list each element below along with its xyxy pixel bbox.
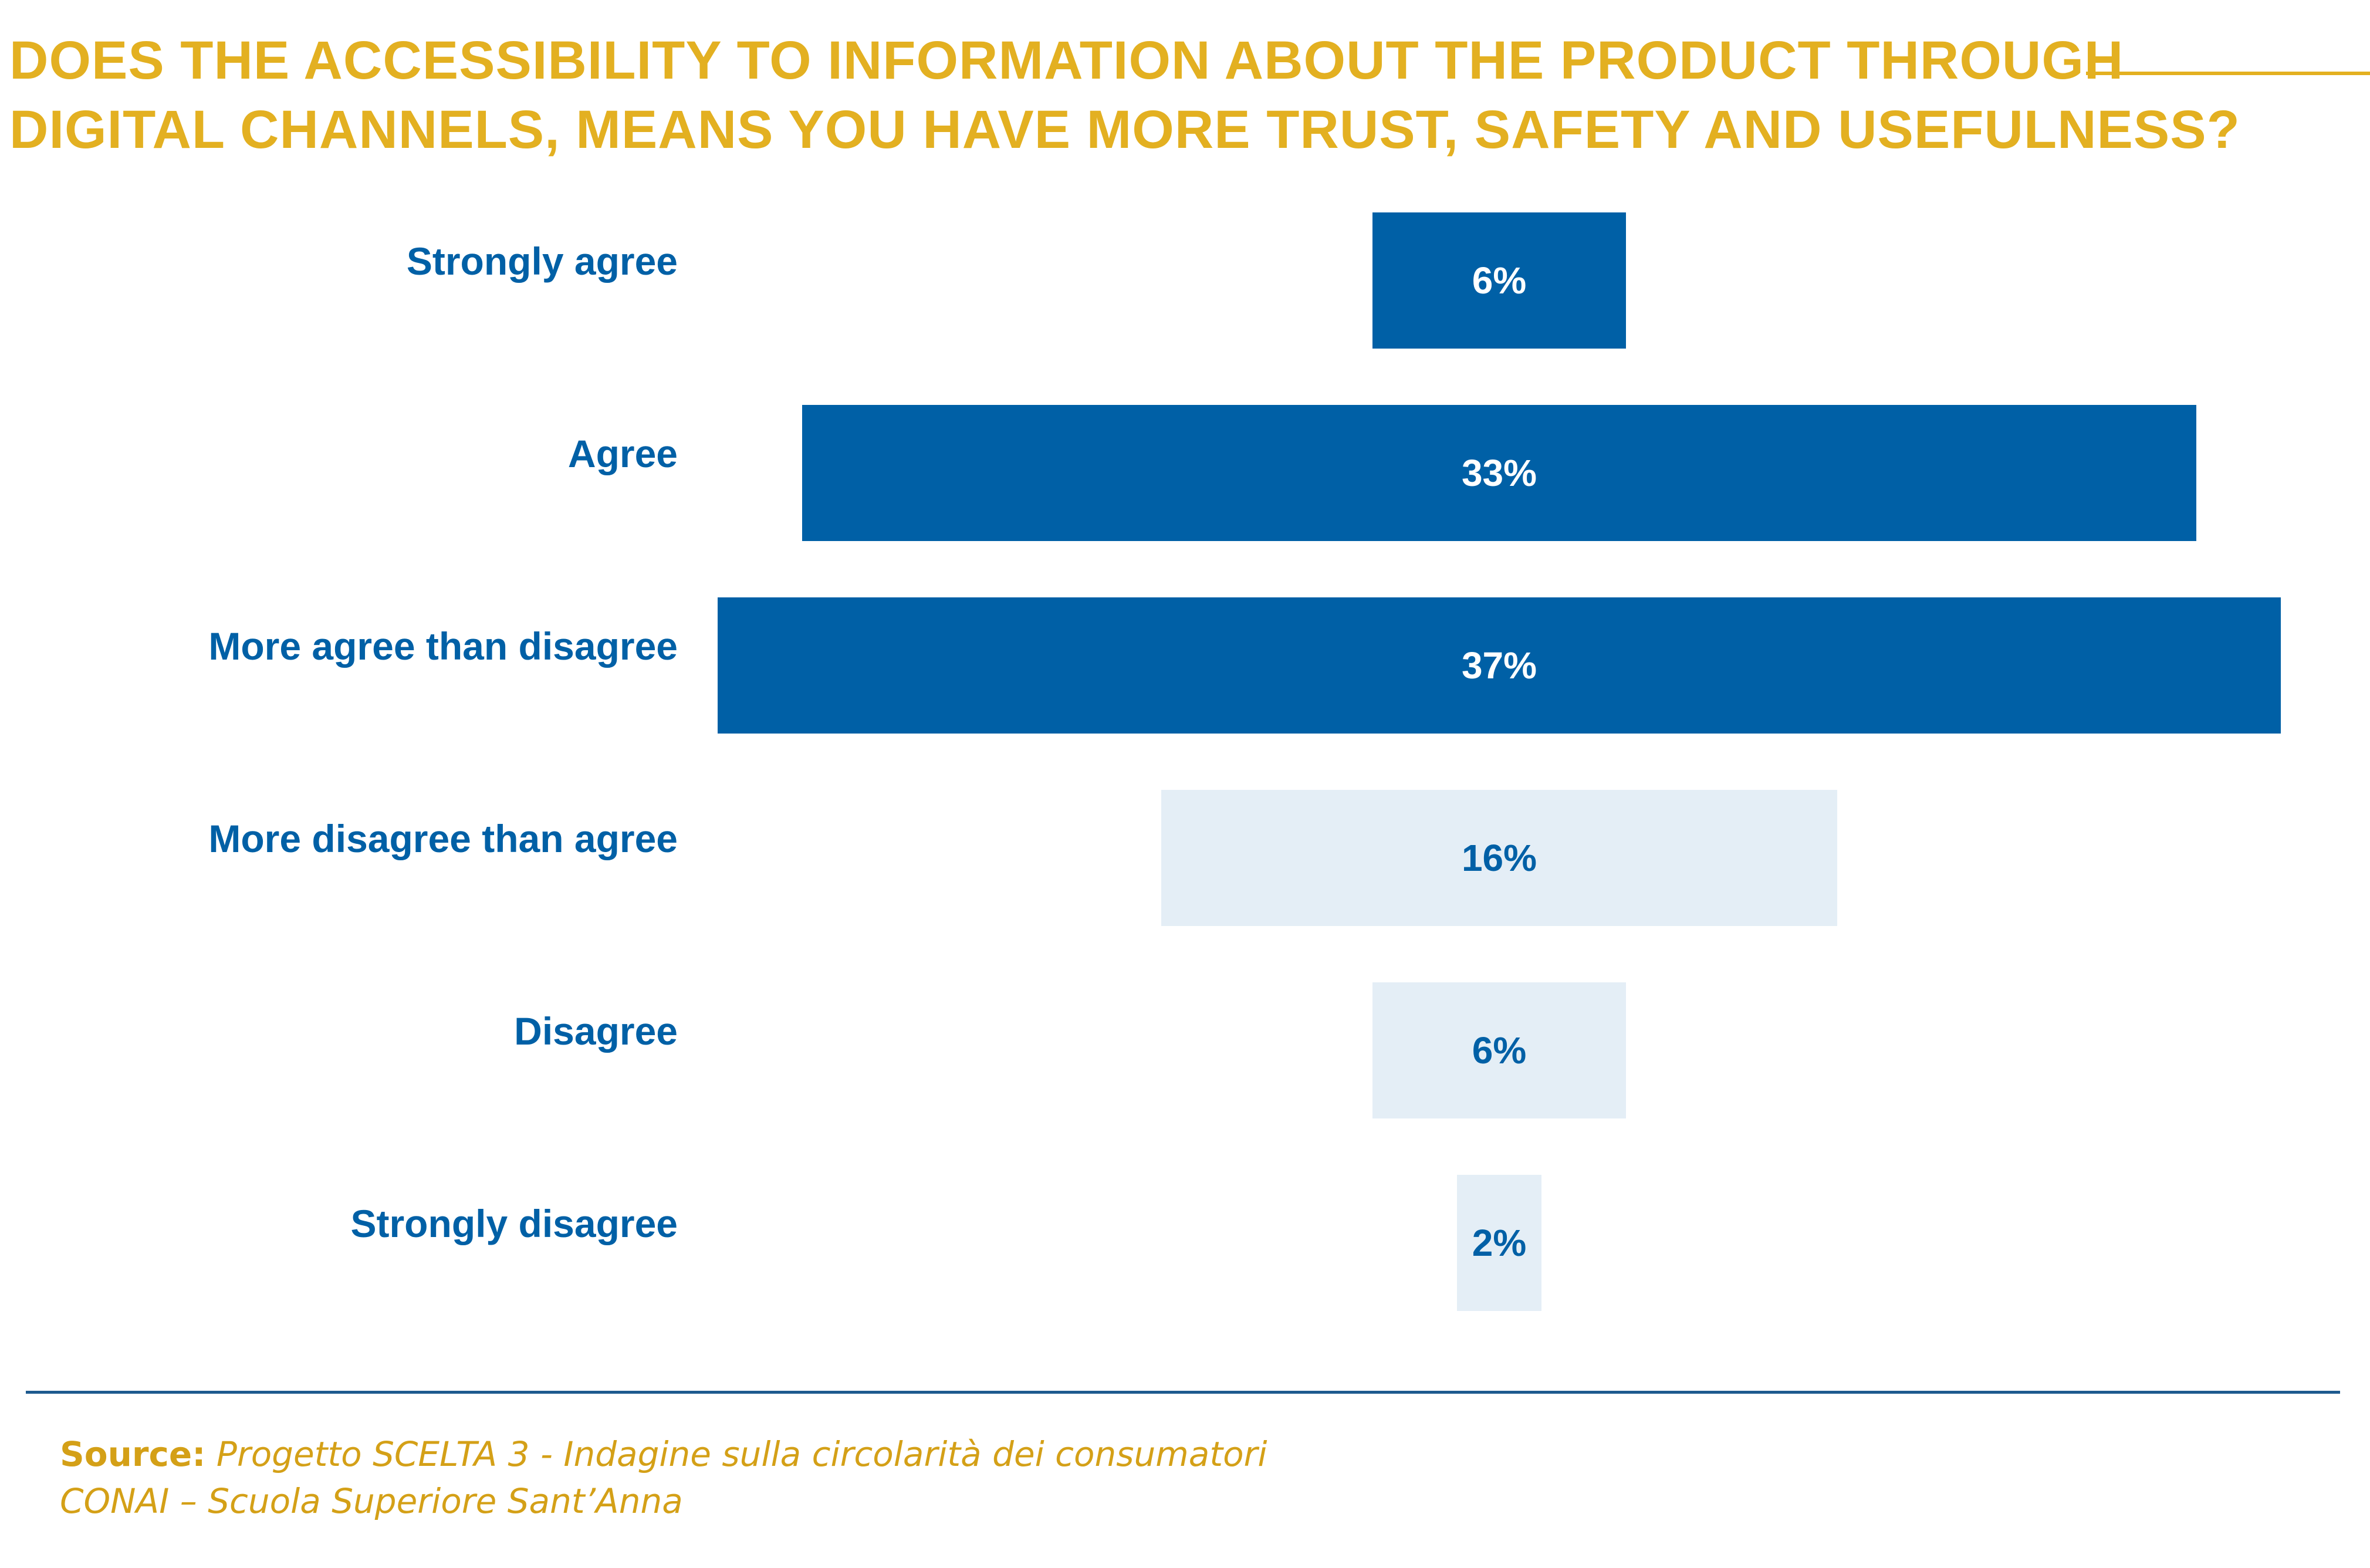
bar-value-label-1: 6% (1472, 259, 1527, 302)
source-text-2: CONAI – Scuola Superiore Sant’Anna (60, 1481, 683, 1521)
category-label-6: Strongly disagree (351, 1202, 678, 1245)
bar-value-label-5: 6% (1472, 1029, 1527, 1072)
bar-value-label-6: 2% (1472, 1222, 1527, 1264)
source-label: Source: (60, 1434, 206, 1474)
bar-2 (802, 405, 2196, 541)
source-text-1: Progetto SCELTA 3 - Indagine sulla circo… (216, 1434, 1267, 1474)
bar-value-label-3: 37% (1462, 644, 1537, 687)
bar-value-label-4: 16% (1462, 837, 1537, 879)
chart-title-line-1: DOES THE ACCESSIBILITY TO INFORMATION AB… (9, 31, 2124, 90)
category-label-5: Disagree (514, 1009, 678, 1053)
title-underline-rule (2086, 72, 2370, 75)
category-label-2: Agree (568, 432, 678, 475)
bar-1 (1372, 212, 1626, 349)
chart-title: DOES THE ACCESSIBILITY TO INFORMATION AB… (9, 26, 2345, 164)
bar-5 (1372, 982, 1626, 1118)
footer-divider (26, 1391, 2340, 1394)
category-label-1: Strongly agree (407, 239, 678, 283)
centered-bar-chart: 6% Strongly agree 33% Agree 37% More agree th… (208, 212, 2281, 1311)
bar-value-label-2: 33% (1462, 452, 1537, 494)
bar-4 (1161, 790, 1837, 926)
category-label-4: More disagree than agree (208, 817, 678, 860)
source-note: Source: Progetto SCELTA 3 - Indagine sul… (60, 1431, 2290, 1525)
bar-6 (1457, 1175, 1541, 1311)
source-line-1: Source: Progetto SCELTA 3 - Indagine sul… (60, 1431, 2290, 1478)
bar-3 (718, 597, 2281, 734)
chart-title-line-2: DIGITAL CHANNELS, MEANS YOU HAVE MORE TR… (9, 100, 2240, 160)
category-label-3: More agree than disagree (208, 624, 678, 668)
